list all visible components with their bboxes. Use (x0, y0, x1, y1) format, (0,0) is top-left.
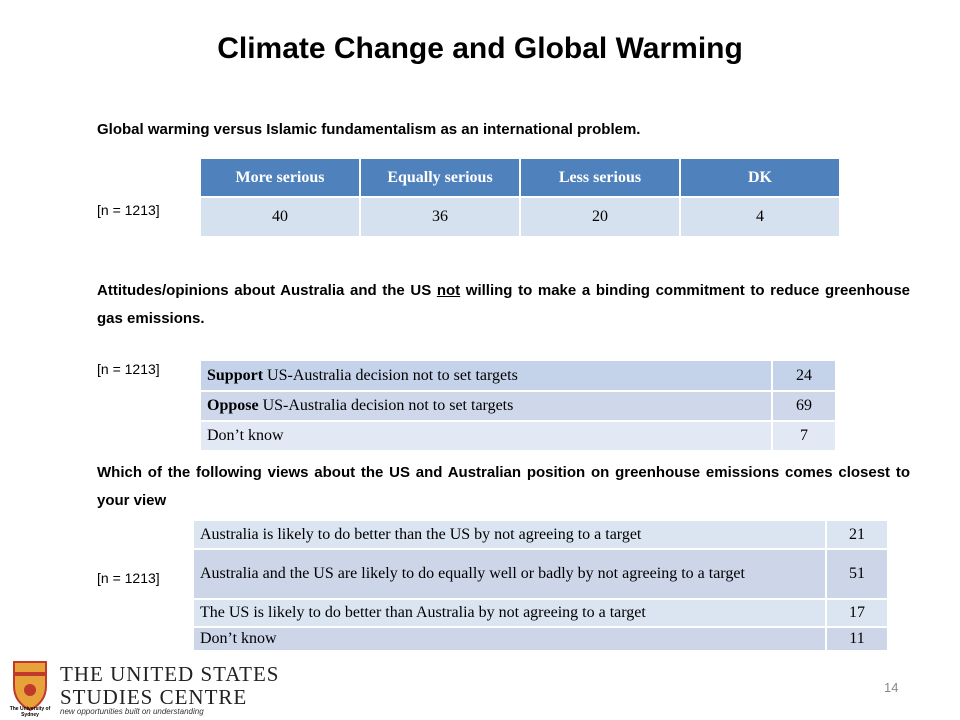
row-label: Don’t know (200, 421, 772, 451)
label-part: US-Australia decision not to set targets (258, 397, 514, 414)
header-cell: Less serious (520, 158, 680, 197)
sample-size: [n = 1213] (97, 202, 160, 218)
question-text: Attitudes/opinions about Australia and t… (97, 282, 437, 299)
label-part: Don’t know (207, 427, 284, 444)
row-value: 24 (772, 360, 836, 391)
question: Global warming versus Islamic fundamenta… (97, 116, 910, 144)
row-label-text: Don’t know (200, 629, 277, 649)
question-text: Global warming versus Islamic fundamenta… (97, 121, 641, 138)
row-label-text: Support US-Australia decision not to set… (207, 366, 518, 386)
row-label: The US is likely to do better than Austr… (193, 599, 826, 627)
row-label: Support US-Australia decision not to set… (200, 360, 772, 391)
logo-caption: The University of Sydney (9, 706, 51, 718)
row-value: 51 (826, 549, 888, 599)
sample-size: [n = 1213] (97, 361, 160, 377)
data-cell: 36 (360, 197, 520, 237)
slide-title: Climate Change and Global Warming (217, 32, 743, 65)
sample-size: [n = 1213] (97, 570, 160, 586)
row-value: 17 (826, 599, 888, 627)
data-cell: 4 (680, 197, 840, 237)
label-part: US-Australia decision not to set targets (263, 366, 518, 384)
row-label-text: Oppose US-Australia decision not to set … (207, 396, 513, 416)
row-label: Australia and the US are likely to do eq… (193, 549, 826, 599)
header-cell: More serious (200, 158, 360, 197)
row-label: Oppose US-Australia decision not to set … (200, 391, 772, 421)
tagline: new opportunities built on understanding (60, 707, 204, 716)
row-label-text: Australia is likely to do better than th… (200, 525, 641, 545)
row-label-text: Don’t know (207, 426, 284, 446)
org-name: The United States (60, 662, 280, 686)
row-label: Australia is likely to do better than th… (193, 520, 826, 549)
data-cell: 20 (520, 197, 680, 237)
row-value: 21 (826, 520, 888, 549)
row-label-text: The US is likely to do better than Austr… (200, 603, 646, 623)
question-text: willing to make a binding commitment to … (97, 282, 911, 327)
row-label: Don’t know (193, 627, 826, 651)
label-part: The US is likely to do better than Austr… (200, 604, 646, 621)
question: Attitudes/opinions about Australia and t… (97, 277, 910, 333)
label-part: Oppose (207, 397, 259, 414)
row-value: 7 (772, 421, 836, 451)
question: Which of the following views about the U… (97, 459, 910, 515)
row-label-text: Australia and the US are likely to do eq… (200, 564, 745, 584)
label-part: Don’t know (200, 630, 277, 647)
page-number: 14 (884, 680, 899, 695)
logo-crest (13, 661, 47, 712)
question-text: not (436, 282, 461, 299)
label-part: Australia is likely to do better than th… (200, 525, 642, 543)
org-name: Studies Centre (60, 685, 248, 709)
data-cell: 40 (200, 197, 360, 237)
label-part: Support (207, 366, 264, 384)
row-value: 69 (772, 391, 836, 421)
header-cell: DK (680, 158, 840, 197)
header-cell: Equally serious (360, 158, 520, 197)
label-part: Australia and the US are likely to do eq… (200, 565, 745, 582)
row-value: 11 (826, 627, 888, 651)
question-text: Which of the following views about the U… (97, 464, 910, 509)
